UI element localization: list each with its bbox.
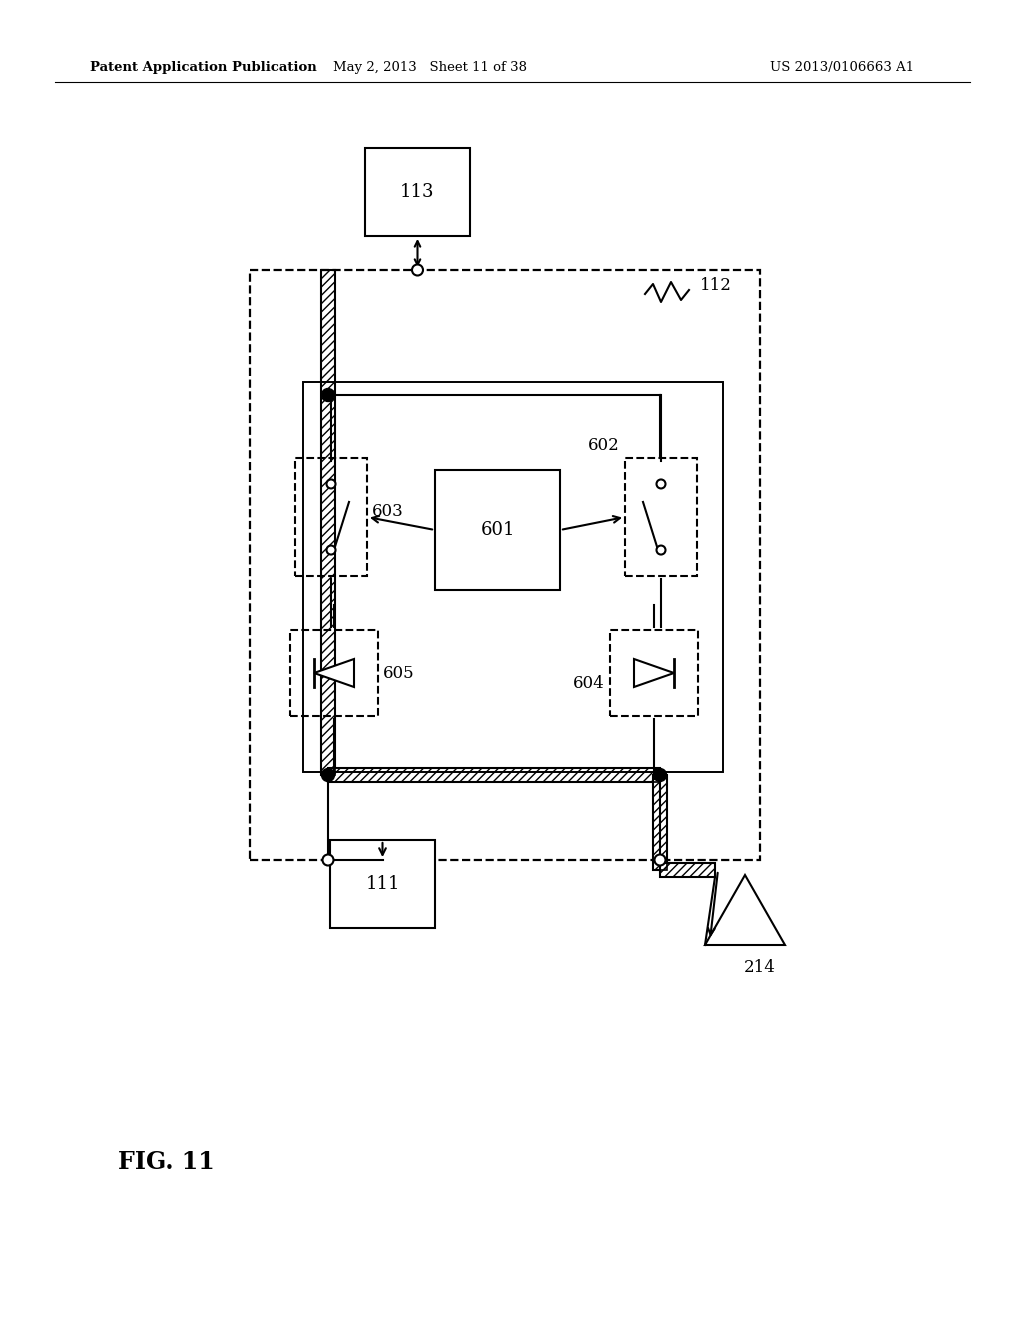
Bar	[435, 470, 560, 590]
Text: US 2013/0106663 A1: US 2013/0106663 A1	[770, 62, 914, 74]
Polygon shape	[660, 863, 715, 876]
Text: 602: 602	[588, 437, 620, 454]
Bar	[365, 148, 470, 236]
Text: 603: 603	[372, 503, 403, 520]
Polygon shape	[653, 775, 667, 870]
Circle shape	[322, 768, 335, 781]
Circle shape	[654, 854, 666, 866]
Polygon shape	[634, 659, 674, 686]
Bar	[330, 840, 435, 928]
Polygon shape	[321, 271, 335, 775]
Circle shape	[412, 264, 423, 276]
Circle shape	[656, 479, 666, 488]
Circle shape	[323, 854, 334, 866]
Text: 605: 605	[383, 664, 415, 681]
Text: 112: 112	[700, 277, 732, 294]
Bar	[303, 381, 723, 772]
Text: Patent Application Publication: Patent Application Publication	[90, 62, 316, 74]
Circle shape	[327, 479, 336, 488]
Text: 601: 601	[480, 521, 515, 539]
Text: 111: 111	[366, 875, 399, 894]
Text: May 2, 2013   Sheet 11 of 38: May 2, 2013 Sheet 11 of 38	[333, 62, 527, 74]
Bar	[250, 271, 760, 861]
Circle shape	[322, 388, 335, 401]
Circle shape	[327, 545, 336, 554]
Text: FIG. 11: FIG. 11	[118, 1150, 215, 1173]
Polygon shape	[328, 768, 660, 781]
Text: 113: 113	[400, 183, 435, 201]
Circle shape	[653, 768, 667, 781]
Text: 214: 214	[744, 958, 776, 975]
Text: 604: 604	[573, 675, 605, 692]
Circle shape	[656, 545, 666, 554]
Polygon shape	[705, 875, 785, 945]
Polygon shape	[314, 659, 354, 686]
